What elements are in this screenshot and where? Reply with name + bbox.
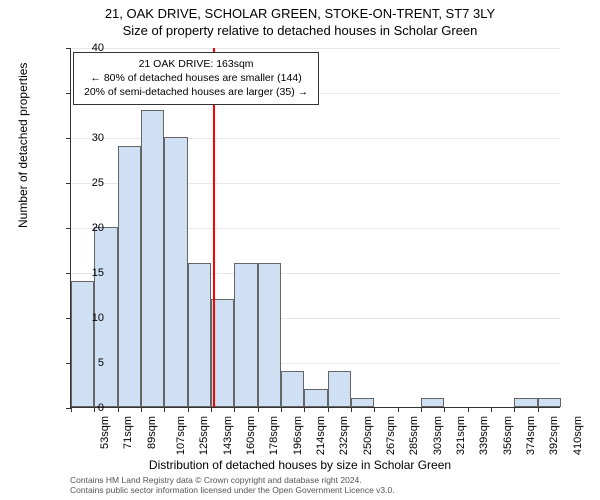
xtick-mark xyxy=(398,407,399,412)
x-axis-label: Distribution of detached houses by size … xyxy=(0,458,600,472)
annot-smaller: ← 80% of detached houses are smaller (14… xyxy=(84,71,308,85)
xtick-mark xyxy=(491,407,492,412)
xtick-mark xyxy=(444,407,445,412)
xtick-mark xyxy=(468,407,469,412)
ytick-mark xyxy=(66,183,71,184)
xtick-label: 303sqm xyxy=(432,416,444,455)
annot-larger: 20% of semi-detached houses are larger (… xyxy=(84,85,308,99)
xtick-label: 89sqm xyxy=(146,416,158,449)
xtick-mark xyxy=(234,407,235,412)
xtick-mark xyxy=(328,407,329,412)
ytick-mark xyxy=(66,273,71,274)
histogram-bar xyxy=(234,263,257,407)
xtick-label: 267sqm xyxy=(385,416,397,455)
xtick-label: 374sqm xyxy=(525,416,537,455)
histogram-bar xyxy=(421,398,444,407)
histogram-chart: 21 OAK DRIVE: 163sqm ← 80% of detached h… xyxy=(70,48,560,408)
histogram-bar xyxy=(141,110,164,407)
xtick-label: 178sqm xyxy=(268,416,280,455)
ytick-label: 15 xyxy=(74,267,104,279)
xtick-label: 196sqm xyxy=(292,416,304,455)
attribution-footer: Contains HM Land Registry data © Crown c… xyxy=(70,475,395,496)
xtick-mark xyxy=(118,407,119,412)
xtick-mark xyxy=(141,407,142,412)
xtick-mark xyxy=(374,407,375,412)
xtick-label: 125sqm xyxy=(198,416,210,455)
xtick-mark xyxy=(188,407,189,412)
marker-annotation: 21 OAK DRIVE: 163sqm ← 80% of detached h… xyxy=(73,52,319,105)
histogram-bar xyxy=(304,389,327,407)
xtick-mark xyxy=(164,407,165,412)
histogram-bar xyxy=(188,263,211,407)
histogram-bar xyxy=(71,281,94,407)
ytick-mark xyxy=(66,48,71,49)
footer-line1: Contains HM Land Registry data © Crown c… xyxy=(70,475,395,486)
ytick-label: 5 xyxy=(74,357,104,369)
y-axis-label: Number of detached properties xyxy=(16,63,30,228)
xtick-mark xyxy=(71,407,72,412)
xtick-label: 285sqm xyxy=(408,416,420,455)
xtick-mark xyxy=(538,407,539,412)
xtick-label: 160sqm xyxy=(245,416,257,455)
histogram-bar xyxy=(281,371,304,407)
histogram-bar xyxy=(351,398,374,407)
xtick-mark xyxy=(514,407,515,412)
xtick-mark xyxy=(258,407,259,412)
xtick-label: 339sqm xyxy=(478,416,490,455)
page-subtitle: Size of property relative to detached ho… xyxy=(0,23,600,38)
gridline xyxy=(71,48,560,49)
page-address-title: 21, OAK DRIVE, SCHOLAR GREEN, STOKE-ON-T… xyxy=(0,6,600,21)
histogram-bar xyxy=(258,263,281,407)
xtick-label: 71sqm xyxy=(122,416,134,449)
annot-property: 21 OAK DRIVE: 163sqm xyxy=(84,57,308,71)
xtick-label: 410sqm xyxy=(572,416,584,455)
xtick-label: 214sqm xyxy=(315,416,327,455)
ytick-label: 20 xyxy=(74,222,104,234)
xtick-mark xyxy=(351,407,352,412)
plot-area: 21 OAK DRIVE: 163sqm ← 80% of detached h… xyxy=(70,48,560,408)
footer-line2: Contains public sector information licen… xyxy=(70,485,395,496)
xtick-label: 356sqm xyxy=(502,416,514,455)
ytick-mark xyxy=(66,228,71,229)
xtick-label: 250sqm xyxy=(362,416,374,455)
ytick-label: 10 xyxy=(74,312,104,324)
ytick-mark xyxy=(66,138,71,139)
histogram-bar xyxy=(514,398,537,407)
ytick-label: 25 xyxy=(74,177,104,189)
xtick-mark xyxy=(211,407,212,412)
ytick-label: 0 xyxy=(74,402,104,414)
xtick-mark xyxy=(281,407,282,412)
xtick-label: 53sqm xyxy=(99,416,111,449)
xtick-label: 321sqm xyxy=(455,416,467,455)
xtick-label: 107sqm xyxy=(175,416,187,455)
xtick-mark xyxy=(304,407,305,412)
xtick-label: 392sqm xyxy=(548,416,560,455)
histogram-bar xyxy=(328,371,351,407)
histogram-bar xyxy=(538,398,561,407)
ytick-mark xyxy=(66,93,71,94)
xtick-label: 232sqm xyxy=(338,416,350,455)
ytick-label: 30 xyxy=(74,132,104,144)
histogram-bar xyxy=(118,146,141,407)
xtick-mark xyxy=(421,407,422,412)
xtick-label: 143sqm xyxy=(222,416,234,455)
histogram-bar xyxy=(164,137,187,407)
